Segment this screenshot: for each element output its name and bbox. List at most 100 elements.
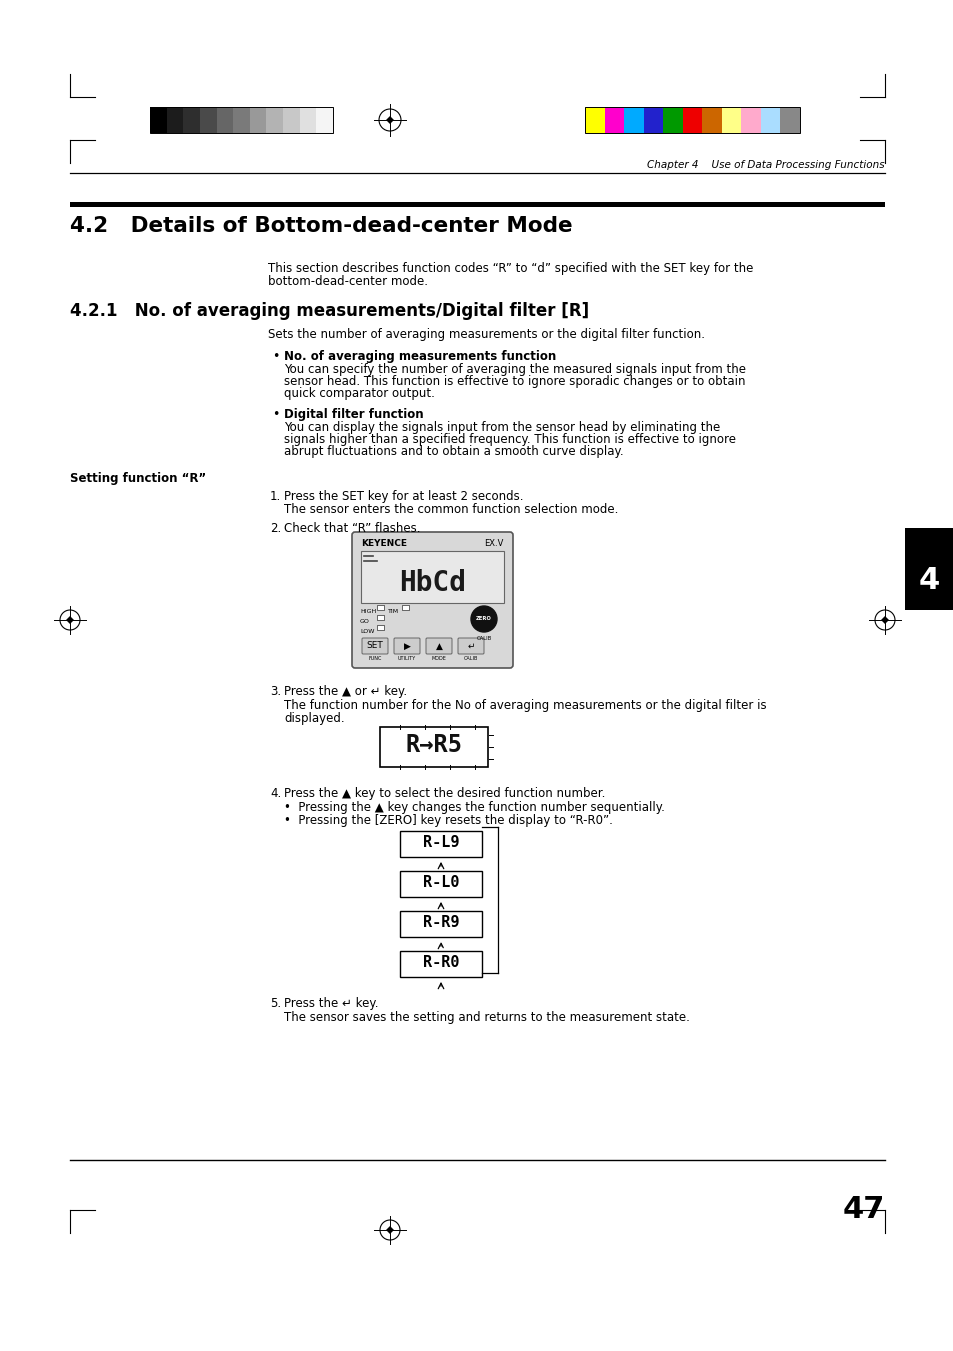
Text: 2.: 2. [270, 521, 281, 535]
Circle shape [471, 607, 497, 632]
Bar [379, 727, 488, 767]
Text: displayed.: displayed. [284, 712, 344, 725]
Bar [604, 107, 623, 132]
Bar [183, 107, 200, 132]
Text: Press the SET key for at least 2 seconds.: Press the SET key for at least 2 seconds… [284, 490, 523, 503]
Bar [233, 107, 250, 132]
Bar [360, 551, 503, 603]
Text: Digital filter function: Digital filter function [284, 408, 423, 422]
Bar [376, 626, 384, 630]
Bar [904, 528, 953, 611]
Text: Sets the number of averaging measurements or the digital filter function.: Sets the number of averaging measurement… [268, 328, 704, 340]
Text: You can display the signals input from the sensor head by eliminating the: You can display the signals input from t… [284, 422, 720, 434]
Bar [200, 107, 216, 132]
Bar [216, 107, 233, 132]
FancyBboxPatch shape [457, 638, 483, 654]
Text: KEYENCE: KEYENCE [360, 539, 407, 549]
Text: R-L0: R-L0 [422, 875, 458, 890]
Bar [376, 615, 384, 620]
Text: 4.2.1   No. of averaging measurements/Digital filter [R]: 4.2.1 No. of averaging measurements/Digi… [70, 303, 589, 320]
Polygon shape [386, 1225, 394, 1233]
Bar [316, 107, 333, 132]
Text: Press the ▲ key to select the desired function number.: Press the ▲ key to select the desired fu… [284, 788, 605, 800]
FancyBboxPatch shape [361, 638, 388, 654]
Text: GO: GO [359, 619, 370, 624]
Text: Press the ↵ key.: Press the ↵ key. [284, 997, 378, 1011]
Text: UTILITY: UTILITY [397, 657, 416, 661]
FancyBboxPatch shape [394, 638, 419, 654]
Text: sensor head. This function is effective to ignore sporadic changes or to obtain: sensor head. This function is effective … [284, 376, 744, 388]
Polygon shape [880, 616, 888, 624]
Bar [662, 107, 682, 132]
Text: HIGH: HIGH [359, 609, 375, 613]
Text: 5.: 5. [270, 997, 281, 1011]
Text: ▶: ▶ [403, 642, 410, 650]
Bar [266, 107, 283, 132]
Bar [682, 107, 701, 132]
Bar [150, 107, 333, 132]
Text: R→R5: R→R5 [405, 734, 462, 757]
Bar [70, 203, 884, 207]
Text: HbCd: HbCd [398, 569, 465, 597]
Text: abrupt fluctuations and to obtain a smooth curve display.: abrupt fluctuations and to obtain a smoo… [284, 444, 623, 458]
Text: R-R0: R-R0 [422, 955, 458, 970]
Bar [283, 107, 299, 132]
FancyBboxPatch shape [352, 532, 513, 667]
Text: 4.: 4. [270, 788, 281, 800]
Text: Check that “R” flashes.: Check that “R” flashes. [284, 521, 420, 535]
Text: You can specify the number of averaging the measured signals input from the: You can specify the number of averaging … [284, 363, 745, 376]
Bar [399, 911, 481, 938]
Text: 3.: 3. [270, 685, 281, 698]
Text: FUNC: FUNC [368, 657, 381, 661]
Text: ↵: ↵ [467, 642, 475, 650]
Bar [299, 107, 316, 132]
Text: 4: 4 [918, 566, 939, 594]
Text: 47: 47 [841, 1196, 884, 1224]
Bar [399, 871, 481, 897]
Bar [584, 107, 604, 132]
Bar [740, 107, 760, 132]
Text: bottom-dead-center mode.: bottom-dead-center mode. [268, 276, 428, 288]
Bar [760, 107, 780, 132]
Text: R-R9: R-R9 [422, 915, 458, 929]
Bar [167, 107, 183, 132]
Bar [376, 605, 384, 611]
Polygon shape [66, 616, 74, 624]
Text: No. of averaging measurements function: No. of averaging measurements function [284, 350, 556, 363]
Text: •  Pressing the [ZERO] key resets the display to “R-R0”.: • Pressing the [ZERO] key resets the dis… [284, 815, 612, 827]
Bar [401, 605, 409, 611]
Text: Setting function “R”: Setting function “R” [70, 471, 206, 485]
Bar [780, 107, 800, 132]
Text: CALIB: CALIB [463, 657, 477, 661]
Bar [150, 107, 167, 132]
Text: This section describes function codes “R” to “d” specified with the SET key for : This section describes function codes “R… [268, 262, 753, 276]
Text: ZERO: ZERO [476, 616, 492, 621]
Text: 4.2   Details of Bottom-dead-center Mode: 4.2 Details of Bottom-dead-center Mode [70, 216, 572, 236]
Text: MODE: MODE [431, 657, 446, 661]
Bar [721, 107, 740, 132]
Text: signals higher than a specified frequency. This function is effective to ignore: signals higher than a specified frequenc… [284, 434, 735, 446]
Text: SET: SET [366, 642, 383, 650]
Bar [643, 107, 662, 132]
Text: LOW: LOW [359, 630, 374, 634]
Text: Chapter 4    Use of Data Processing Functions: Chapter 4 Use of Data Processing Functio… [647, 159, 884, 170]
Text: 1.: 1. [270, 490, 281, 503]
Text: quick comparator output.: quick comparator output. [284, 386, 435, 400]
Text: The sensor saves the setting and returns to the measurement state.: The sensor saves the setting and returns… [284, 1011, 689, 1024]
Bar [584, 107, 800, 132]
FancyBboxPatch shape [426, 638, 452, 654]
Text: The sensor enters the common function selection mode.: The sensor enters the common function se… [284, 503, 618, 516]
Text: TIM: TIM [388, 609, 398, 613]
Text: •: • [272, 408, 279, 422]
Text: The function number for the No of averaging measurements or the digital filter i: The function number for the No of averag… [284, 698, 766, 712]
Text: R-L9: R-L9 [422, 835, 458, 850]
Bar [623, 107, 643, 132]
Bar [399, 831, 481, 857]
Text: •: • [272, 350, 279, 363]
Text: ▲: ▲ [436, 642, 442, 650]
Bar [701, 107, 721, 132]
Text: •  Pressing the ▲ key changes the function number sequentially.: • Pressing the ▲ key changes the functio… [284, 801, 664, 815]
Text: EX.V: EX.V [484, 539, 503, 549]
Bar [250, 107, 266, 132]
Text: CALIB: CALIB [476, 636, 491, 640]
